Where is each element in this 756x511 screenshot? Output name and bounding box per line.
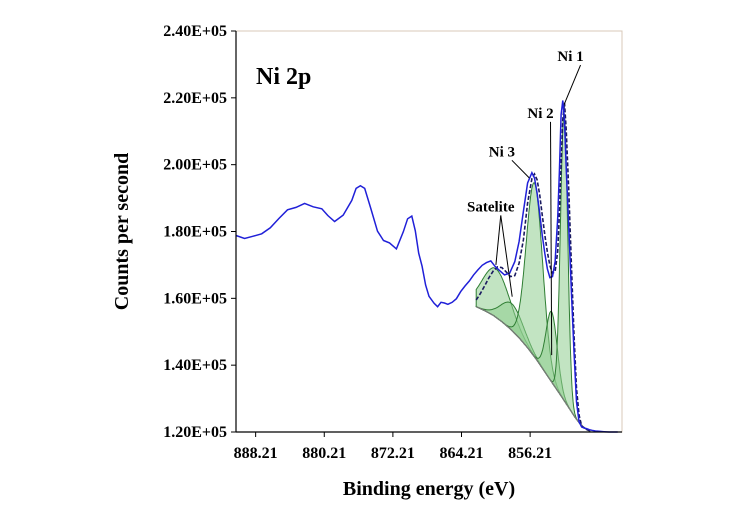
chart-text: 1.20E+05 1.40E+05 1.60E+05 1.80E+05 2.00E+05… (111, 23, 584, 500)
x-tick-label: 872.21 (371, 445, 415, 462)
y-tick-label: 1.20E+05 (163, 424, 227, 441)
y-tick-label: 1.40E+05 (163, 357, 227, 374)
x-tick-label: 888.21 (234, 445, 278, 462)
annotation-leader-line (550, 121, 553, 356)
panel-title: Ni 2p (256, 64, 311, 90)
peak-label-ni-3: Ni 3 (489, 144, 515, 160)
measured-spectrum-line (235, 100, 618, 433)
y-tick-label: 2.40E+05 (163, 23, 227, 40)
spectrum-lines (235, 100, 618, 433)
x-tick-label: 864.21 (440, 445, 484, 462)
peak-label-ni-1: Ni 1 (557, 49, 583, 65)
x-axis-title: Binding energy (eV) (343, 478, 515, 500)
fit-envelope-line (475, 102, 593, 433)
y-axis-title: Counts per second (111, 153, 133, 310)
axes (231, 30, 623, 437)
y-tick-label: 1.80E+05 (163, 224, 227, 241)
y-tick-label: 2.20E+05 (163, 90, 227, 107)
x-tick-label: 856.21 (508, 445, 552, 462)
peak-label-satelite: Satelite (467, 199, 515, 215)
annotation-leader-line (500, 215, 513, 297)
annotation-leader-line (495, 215, 502, 265)
y-tick-label: 1.60E+05 (163, 290, 227, 307)
x-tick-label: 880.21 (302, 445, 346, 462)
y-tick-label: 2.00E+05 (163, 157, 227, 174)
annotation-leader-line (511, 159, 530, 179)
peak-label-ni-2: Ni 2 (527, 106, 553, 122)
annotation-leader-line (563, 64, 581, 105)
